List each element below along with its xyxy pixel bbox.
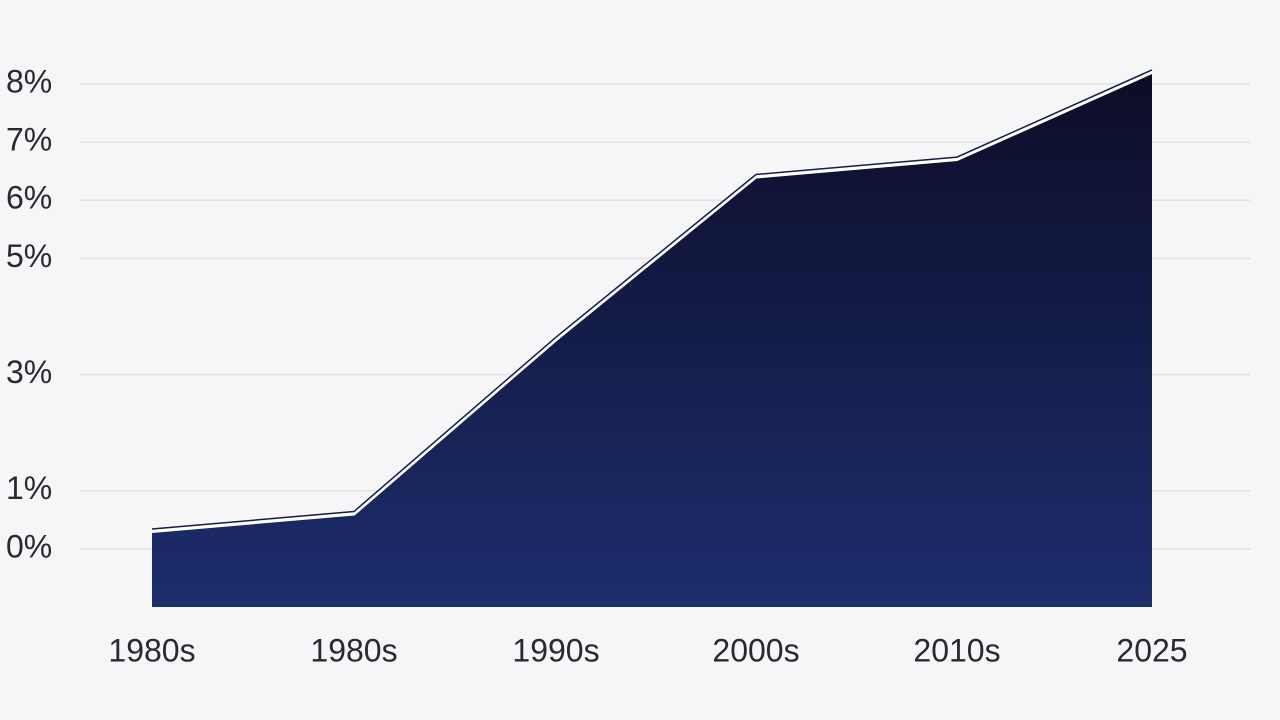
y-tick-label: 7%: [6, 122, 52, 158]
x-tick-label: 1980s: [108, 632, 195, 668]
y-tick-label: 3%: [6, 354, 52, 390]
y-tick-label: 8%: [6, 64, 52, 100]
x-tick-label: 2025: [1116, 632, 1187, 668]
y-tick-label: 5%: [6, 238, 52, 274]
x-tick-label: 2010s: [913, 632, 1000, 668]
y-tick-label: 6%: [6, 180, 52, 216]
y-tick-label: 0%: [6, 528, 52, 564]
area-outline: [151, 71, 1153, 533]
area-edge: [151, 69, 1153, 530]
x-tick-label: 2000s: [712, 632, 799, 668]
area: [152, 72, 1152, 607]
y-tick-label: 1%: [6, 470, 52, 506]
x-tick-label: 1990s: [512, 632, 599, 668]
x-tick-label: 1980s: [310, 632, 397, 668]
